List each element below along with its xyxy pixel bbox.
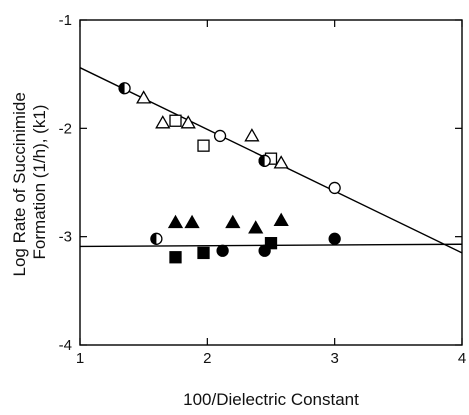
data-point-filled-square — [197, 246, 210, 260]
data-point-filled-square — [169, 251, 182, 264]
data-point-filled-triangle — [167, 214, 184, 229]
data-point-open-triangle — [136, 90, 152, 104]
y-tick-label: -3 — [59, 229, 72, 246]
data-point-half-filled-circle — [150, 232, 163, 245]
data-point-filled-square — [264, 237, 278, 250]
data-points — [118, 82, 341, 264]
data-point-open-triangle — [180, 115, 196, 129]
y-axis-title-line-1: Log Rate of Succinimide — [10, 92, 29, 276]
y-tick-label: -2 — [59, 120, 72, 137]
data-point-filled-circle — [258, 244, 271, 257]
data-point-open-circle — [328, 181, 341, 195]
data-point-filled-circle — [328, 232, 341, 245]
y-tick-label: -4 — [59, 337, 72, 354]
data-point-filled-circle — [216, 244, 229, 257]
data-point-half-filled-circle — [118, 82, 131, 95]
data-point-open-triangle — [155, 115, 171, 129]
data-point-open-square — [197, 139, 210, 152]
x-tick-label: 4 — [458, 350, 466, 367]
data-point-open-triangle — [273, 155, 289, 169]
plot-frame — [79, 19, 463, 346]
x-tick-label: 3 — [330, 350, 338, 367]
data-point-filled-triangle — [225, 214, 241, 229]
axis-ticks — [79, 19, 463, 346]
data-point-half-filled-circle — [258, 154, 271, 167]
y-tick-label: -1 — [59, 12, 72, 29]
data-point-open-circle — [213, 129, 227, 143]
data-point-filled-triangle — [273, 212, 289, 226]
x-axis-title: 100/Dielectric Constant — [183, 390, 359, 409]
data-point-open-triangle — [244, 128, 260, 142]
x-tick-label: 2 — [203, 350, 211, 367]
tick-labels: 1 2 3 4 -1 -2 -3 -4 — [59, 12, 467, 367]
y-axis-title-line-2: Formation (1/h), (k1) — [30, 105, 49, 260]
y-axis-title: Log Rate of Succinimide Formation (1/h),… — [10, 87, 49, 276]
data-point-open-square — [169, 114, 182, 127]
x-tick-label: 1 — [76, 350, 84, 367]
data-point-filled-triangle — [248, 220, 264, 234]
data-point-filled-triangle — [184, 214, 200, 229]
